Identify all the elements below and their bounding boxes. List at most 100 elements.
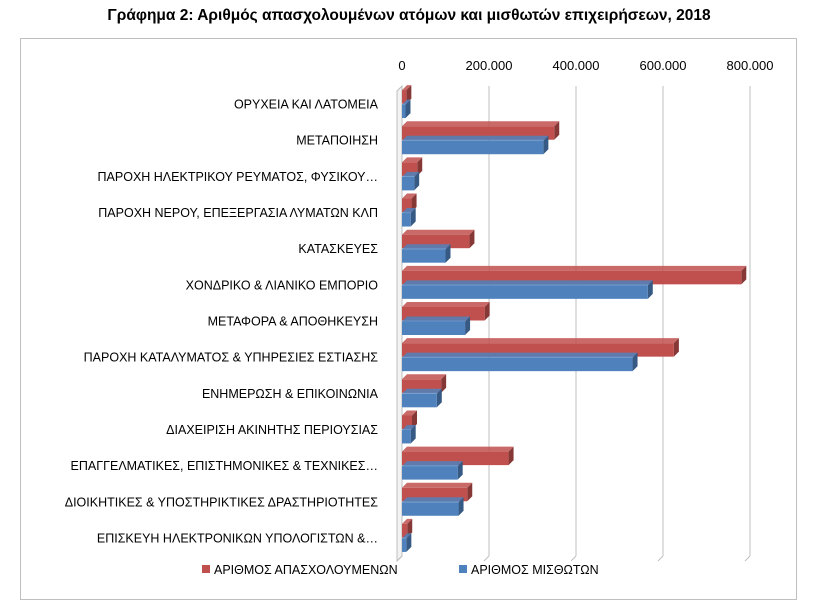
category-label: ΕΠΙΣΚΕΥΗ ΗΛΕΚΤΡΟΝΙΚΩΝ ΥΠΟΛΟΓΙΣΤΩΝ &… [97, 531, 378, 545]
bar-top-face [402, 374, 447, 380]
bar-salaried [402, 357, 633, 372]
bar-side-face [412, 410, 418, 429]
x-tick-label: 200.000 [466, 58, 513, 73]
bar-top-face [402, 388, 442, 394]
bar-top-face [402, 121, 560, 127]
bar-side-face [445, 244, 451, 263]
bar-top-face [402, 518, 413, 524]
bar-employed [402, 415, 413, 429]
bar-side-face [465, 316, 471, 335]
bar-salaried [402, 466, 458, 480]
bar-top-face [402, 338, 679, 344]
gridlines [396, 84, 751, 563]
x-tick-label: 600.000 [640, 58, 687, 73]
bar-salaried [402, 249, 446, 263]
bar-employed [402, 198, 412, 213]
bar-top-face [402, 352, 638, 358]
category-label: ΠΑΡΟΧΗ ΝΕΡΟΥ, ΕΠΕΞΕΡΓΑΣΙΑ ΛΥΜΑΤΩΝ ΚΛΠ [98, 206, 378, 220]
bar-side-face [441, 374, 447, 393]
bar-salaried [402, 502, 459, 516]
legend-swatch [459, 565, 467, 573]
bar-top-face [402, 265, 747, 271]
bar-side-face [411, 193, 417, 213]
bar-top-face [402, 316, 471, 322]
bar-employed [402, 90, 407, 104]
bar-salaried [402, 393, 437, 408]
chart-title: Γράφημα 2: Αριθμός απασχολουμένων ατόμων… [107, 7, 711, 24]
bar-top-face [402, 424, 416, 430]
x-tick-label: 0 [398, 58, 405, 73]
bar-side-face [405, 99, 411, 119]
axis-side-wall [396, 84, 403, 563]
category-label: ΟΡΥΧΕΙΑ ΚΑΙ ΛΑΤΟΜΕΙΑ [234, 98, 379, 112]
bar-salaried [402, 321, 466, 335]
bar-top-face [402, 280, 653, 286]
bar-side-face [410, 424, 416, 444]
bar-side-face [410, 208, 416, 227]
bar-top-face [402, 99, 411, 105]
bar-top-face [402, 446, 514, 452]
category-label: ΔΙΟΙΚΗΤΙΚΕΣ & ΥΠΟΣΤΗΡΙΚΤΙΚΕΣ ΔΡΑΣΤΗΡΙΟΤΗ… [65, 495, 379, 509]
bar-top-face [402, 157, 423, 163]
bar-top-face [402, 302, 490, 307]
category-labels: ΟΡΥΧΕΙΑ ΚΑΙ ΛΑΤΟΜΕΙΑ ΜΕΤΑΠΟΙΗΣΗ ΠΑΡΟΧΗ ΗΛΕ… [65, 98, 379, 546]
bar-side-face [741, 265, 747, 285]
x-axis-ticks: 0 200.000 400.000 600.000 800.000 [398, 58, 773, 73]
category-label: ΜΕΤΑΠΟΙΗΣΗ [296, 134, 378, 148]
bar-side-face [484, 302, 490, 321]
bar-top-face [402, 461, 463, 467]
gridline-foot [570, 555, 577, 562]
bars [402, 85, 747, 552]
bar-top-face [402, 85, 412, 91]
bar-salaried [402, 104, 406, 119]
bar-side-face [436, 388, 442, 408]
category-label: ΚΑΤΑΣΚΕΥΕΣ [298, 242, 378, 256]
category-label: ΕΠΑΓΓΕΛΜΑΤΙΚΕΣ, ΕΠΙΣΤΗΜΟΝΙΚΕΣ & ΤΕΧΝΙΚΕΣ… [71, 459, 378, 473]
bar-top-face [402, 244, 451, 250]
bar-salaried [402, 176, 415, 191]
bar-side-face [406, 85, 412, 104]
bar-top-face [402, 410, 418, 416]
bar-salaried [402, 213, 411, 227]
legend-item-salaried: ΑΡΙΘΜΟΣ ΜΙΣΘΩΤΩΝ [471, 563, 599, 577]
gridline-foot [396, 555, 403, 562]
chart-frame [20, 38, 797, 600]
bar-top-face [402, 135, 549, 141]
legend: ΑΡΙΘΜΟΣ ΑΠΑΣΧΟΛΟΥΜΕΝΩΝ ΑΡΙΘΜΟΣ ΜΙΣΘΩΤΩΝ [202, 563, 599, 577]
gridline-foot [657, 555, 664, 562]
bar-salaried [402, 538, 407, 552]
bar-top-face [402, 193, 417, 199]
bar-side-face [673, 338, 679, 357]
bar-top-face [402, 208, 416, 214]
bar-salaried [402, 285, 648, 299]
bar-side-face [632, 352, 638, 372]
category-label: ΧΟΝΔΡΙΚΟ & ΛΙΑΝΙΚΟ ΕΜΠΟΡΙΟ [186, 278, 379, 292]
bar-top-face [402, 533, 412, 539]
x-tick-label: 800.000 [727, 58, 774, 73]
bar-top-face [402, 497, 464, 503]
category-label: ΠΑΡΟΧΗ ΚΑΤΑΛΥΜΑΤΟΣ & ΥΠΗΡΕΣΙΕΣ ΕΣΤΙΑΣΗΣ [84, 351, 379, 365]
bar-side-face [543, 135, 549, 155]
bar-salaried [402, 429, 411, 444]
bar-side-face [457, 461, 463, 480]
category-label: ΔΙΑΧΕΙΡΙΣΗ ΑΚΙΝΗΤΗΣ ΠΕΡΙΟΥΣΙΑΣ [166, 423, 378, 437]
bar-top-face [402, 229, 475, 235]
bar-side-face [554, 121, 560, 140]
x-tick-label: 400.000 [553, 58, 600, 73]
bar-side-face [467, 482, 473, 502]
bar-side-face [407, 518, 413, 538]
gridline-foot [483, 555, 490, 562]
bar-top-face [402, 482, 473, 488]
bar-side-face [417, 157, 423, 176]
bar-side-face [414, 171, 420, 191]
category-label: ΜΕΤΑΦΟΡΑ & ΑΠΟΘΗΚΕΥΣΗ [208, 315, 378, 329]
bar-top-face [402, 171, 420, 177]
bar-side-face [458, 497, 464, 516]
category-label: ΕΝΗΜΕΡΩΣΗ & ΕΠΙΚΟΙΝΩΝΙΑ [202, 387, 379, 401]
bar-side-face [647, 280, 653, 299]
legend-swatch [202, 565, 210, 573]
bar-side-face [469, 229, 475, 249]
bar-side-face [508, 446, 514, 466]
category-label: ΠΑΡΟΧΗ ΗΛΕΚΤΡΙΚΟΥ ΡΕΥΜΑΤΟΣ, ΦΥΣΙΚΟΥ… [98, 170, 378, 184]
